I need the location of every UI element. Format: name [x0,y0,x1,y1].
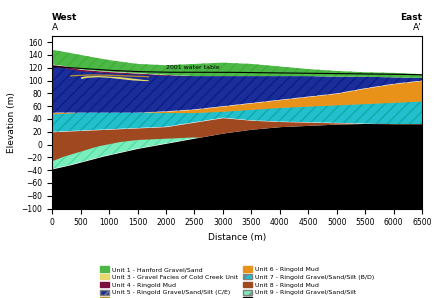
Y-axis label: Elevation (m): Elevation (m) [7,92,16,153]
Text: West: West [52,13,77,22]
X-axis label: Distance (m): Distance (m) [207,233,266,242]
Legend: Unit 1 - Hanford Gravel/Sand, Unit 3 - Gravel Facies of Cold Creek Unit, Unit 4 : Unit 1 - Hanford Gravel/Sand, Unit 3 - G… [97,263,376,298]
Text: A: A [52,23,58,32]
Text: East: East [399,13,421,22]
Text: A': A' [412,23,421,32]
Text: 2001 water table: 2001 water table [166,65,219,70]
